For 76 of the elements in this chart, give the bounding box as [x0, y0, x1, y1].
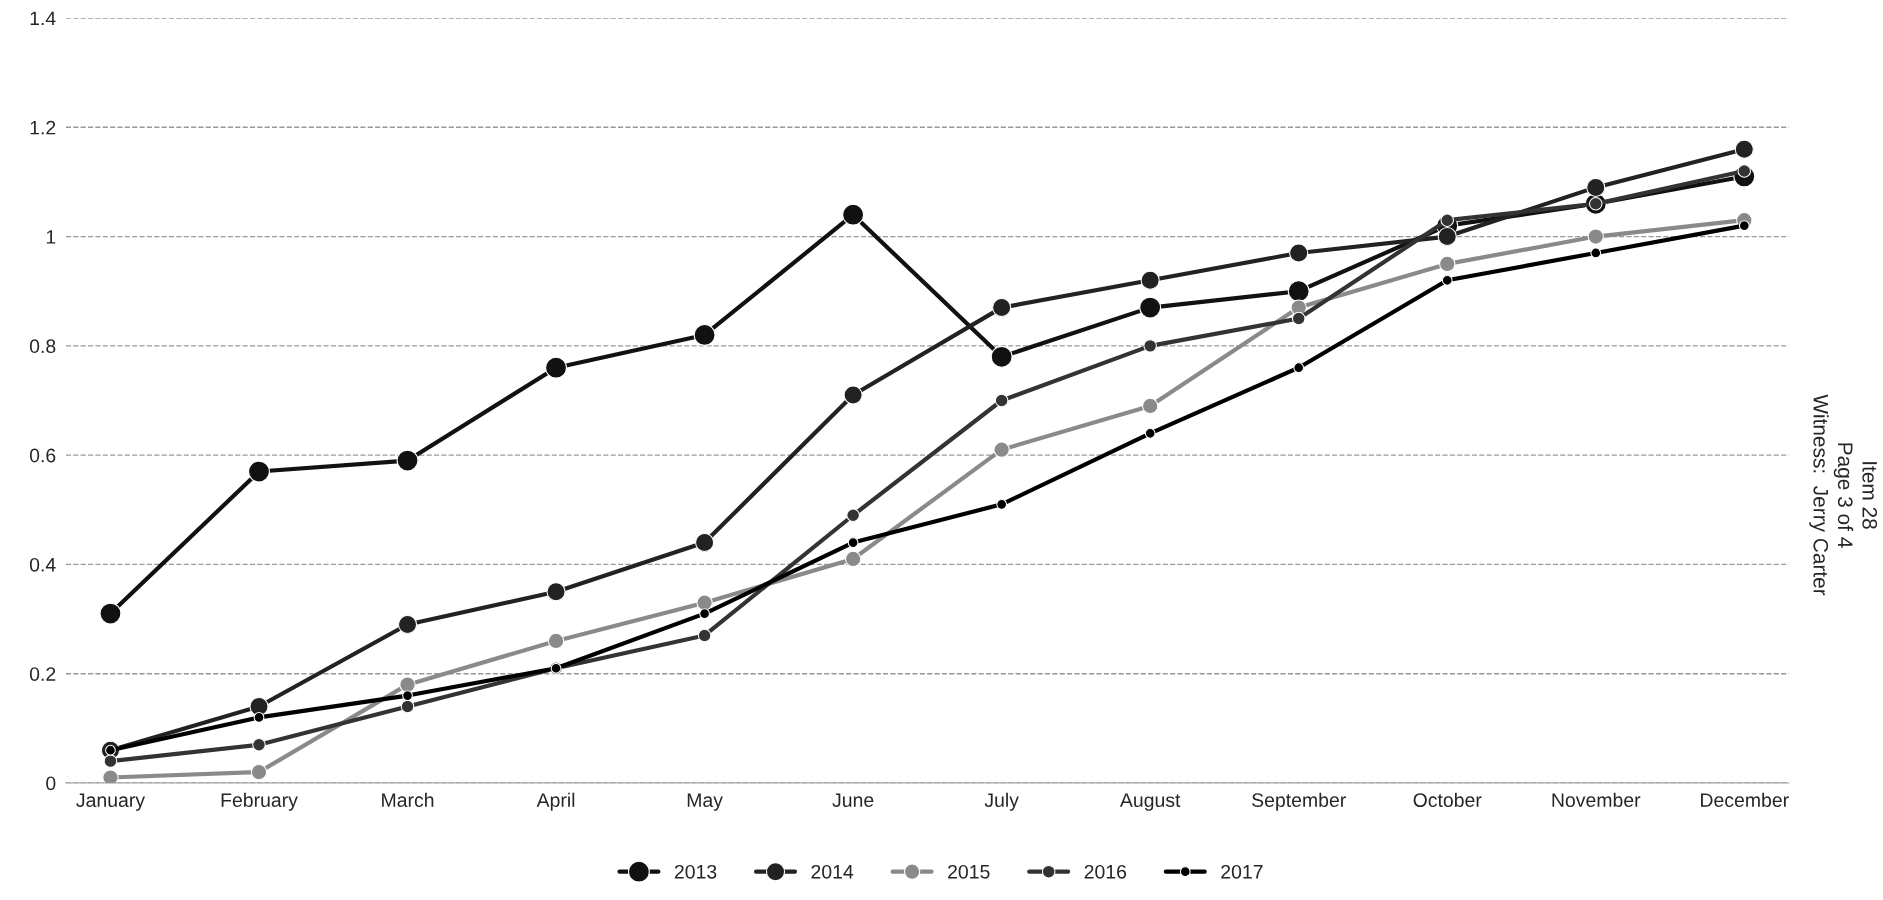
- point: [846, 508, 860, 523]
- legend-label: 2015: [948, 864, 990, 879]
- point: [1439, 255, 1456, 273]
- point: [1142, 397, 1159, 415]
- point: [1293, 362, 1305, 374]
- point: [399, 676, 416, 693]
- y-tick-label: 0.2: [29, 667, 56, 681]
- point: [1587, 228, 1604, 245]
- point: [996, 498, 1008, 510]
- point: [396, 449, 419, 472]
- point: [1738, 220, 1750, 232]
- point: [1287, 280, 1310, 303]
- y-tick-label: 0.8: [29, 339, 56, 354]
- point: [253, 712, 265, 723]
- legend-label: 2016: [1084, 864, 1127, 879]
- point: [545, 356, 567, 379]
- text: Page 3 of 4: [1833, 443, 1854, 548]
- point: [1144, 427, 1156, 439]
- x-tick-label: February: [221, 792, 298, 811]
- x-tick-label: October: [1413, 792, 1482, 807]
- point: [1139, 296, 1162, 319]
- point: [842, 203, 865, 226]
- point: [252, 737, 266, 752]
- x-tick-label: July: [984, 792, 1019, 811]
- point: [402, 690, 413, 701]
- point: [546, 582, 566, 602]
- point: [1440, 213, 1455, 227]
- point: [248, 460, 270, 483]
- x-tick-label: August: [1119, 793, 1181, 811]
- point: [993, 441, 1010, 458]
- point: [1441, 274, 1453, 286]
- point: [697, 628, 712, 643]
- x-tick-label: January: [76, 793, 146, 811]
- point: [843, 385, 863, 405]
- point: [1291, 311, 1306, 326]
- legend-label: 2017: [1221, 864, 1263, 879]
- y-tick-label: 0.6: [29, 448, 56, 463]
- point: [844, 550, 862, 568]
- point: [1734, 139, 1754, 159]
- y-tick-label: 1.2: [30, 120, 56, 135]
- point: [990, 345, 1013, 368]
- x-tick-label: September: [1252, 792, 1346, 811]
- point: [1590, 247, 1602, 259]
- point: [1289, 243, 1309, 263]
- point: [696, 594, 713, 611]
- point: [1143, 339, 1157, 353]
- x-tick-label: November: [1552, 792, 1641, 807]
- point: [547, 632, 565, 650]
- x-tick-label: May: [687, 793, 723, 811]
- point: [103, 754, 118, 768]
- point: [847, 537, 859, 548]
- point: [397, 614, 418, 635]
- point: [699, 608, 710, 619]
- text: Witness: Jerry Carter: [1809, 394, 1829, 596]
- x-tick-label: March: [382, 792, 434, 807]
- x-tick-label: April: [536, 792, 575, 811]
- point: [1437, 227, 1457, 247]
- point: [1586, 177, 1606, 197]
- point: [1140, 270, 1160, 290]
- point: [400, 699, 415, 714]
- legend-label: 2013: [674, 864, 717, 879]
- y-tick-label: 1.4: [30, 11, 56, 26]
- y-tick-label: 0: [46, 776, 56, 791]
- y-tick-label: 0.4: [29, 557, 56, 572]
- legend-label: 2014: [811, 864, 854, 879]
- y-tick-label: 1: [46, 230, 56, 244]
- point: [695, 533, 715, 553]
- point: [102, 769, 119, 783]
- point: [992, 298, 1012, 318]
- point: [994, 393, 1009, 408]
- text: Item 28: [1862, 462, 1878, 529]
- x-tick-label: June: [832, 793, 874, 807]
- point: [250, 763, 268, 781]
- point: [99, 602, 122, 625]
- x-tick-label: December: [1701, 792, 1789, 807]
- point: [693, 323, 716, 346]
